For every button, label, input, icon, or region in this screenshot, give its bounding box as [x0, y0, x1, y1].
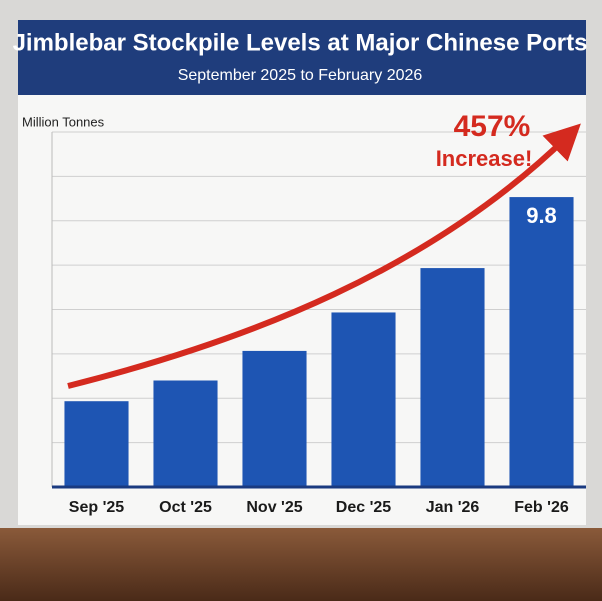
plot: Sep '25 Oct '25 Nov '25 Dec '25 Jan '26 Feb '…: [51, 131, 586, 516]
x-tick-label: Dec '25: [336, 499, 392, 516]
x-tick-label: Feb '26: [514, 499, 569, 516]
bar: [509, 197, 574, 488]
x-tick-label: Oct '25: [159, 499, 212, 516]
x-tick-label: Sep '25: [69, 499, 124, 516]
value-label: 9.8: [526, 203, 557, 228]
annotation-text: Increase!: [436, 146, 533, 171]
chart-subtitle: September 2025 to February 2026: [178, 67, 423, 84]
banner: [18, 20, 586, 95]
annotation-value: 457%: [454, 110, 531, 143]
x-tick-label: Jan '26: [426, 499, 480, 516]
bar: [242, 350, 307, 487]
bar: [331, 312, 396, 487]
bar: [64, 401, 129, 487]
bar: [420, 268, 485, 487]
x-tick-label: Nov '25: [246, 499, 302, 516]
chart-title: Jimblebar Stockpile Levels at Major Chin…: [13, 29, 588, 56]
bar: [153, 380, 218, 487]
y-axis-label: Million Tonnes: [22, 114, 105, 129]
floor: [0, 528, 602, 601]
trend-arrow: [67, 123, 581, 389]
